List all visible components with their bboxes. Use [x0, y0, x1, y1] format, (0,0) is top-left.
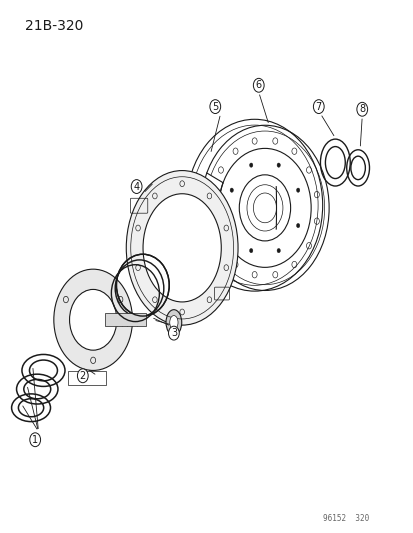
Ellipse shape	[166, 310, 181, 335]
Ellipse shape	[126, 171, 237, 325]
Text: 1: 1	[32, 435, 38, 445]
Circle shape	[77, 369, 88, 383]
Text: 5: 5	[211, 102, 218, 111]
Circle shape	[276, 248, 280, 253]
Circle shape	[249, 163, 252, 167]
Circle shape	[276, 163, 280, 167]
Text: 21B-320: 21B-320	[25, 19, 83, 33]
Circle shape	[131, 180, 142, 193]
Circle shape	[249, 248, 252, 253]
Circle shape	[313, 100, 323, 114]
Circle shape	[356, 102, 367, 116]
Ellipse shape	[169, 316, 178, 329]
Text: 96152  320: 96152 320	[322, 514, 368, 523]
Text: 8: 8	[358, 104, 364, 114]
Text: 7: 7	[315, 102, 321, 111]
Circle shape	[296, 188, 299, 192]
Circle shape	[69, 289, 116, 350]
Text: 6: 6	[255, 80, 261, 90]
Circle shape	[30, 433, 40, 447]
Text: 3: 3	[171, 328, 176, 338]
Circle shape	[230, 188, 233, 192]
Text: 2: 2	[79, 371, 86, 381]
Circle shape	[168, 326, 179, 340]
Circle shape	[209, 100, 220, 114]
Circle shape	[253, 78, 263, 92]
Circle shape	[296, 223, 299, 228]
Ellipse shape	[143, 193, 221, 302]
Circle shape	[54, 269, 132, 370]
Text: 4: 4	[133, 182, 139, 191]
FancyBboxPatch shape	[105, 313, 146, 326]
Circle shape	[230, 223, 233, 228]
